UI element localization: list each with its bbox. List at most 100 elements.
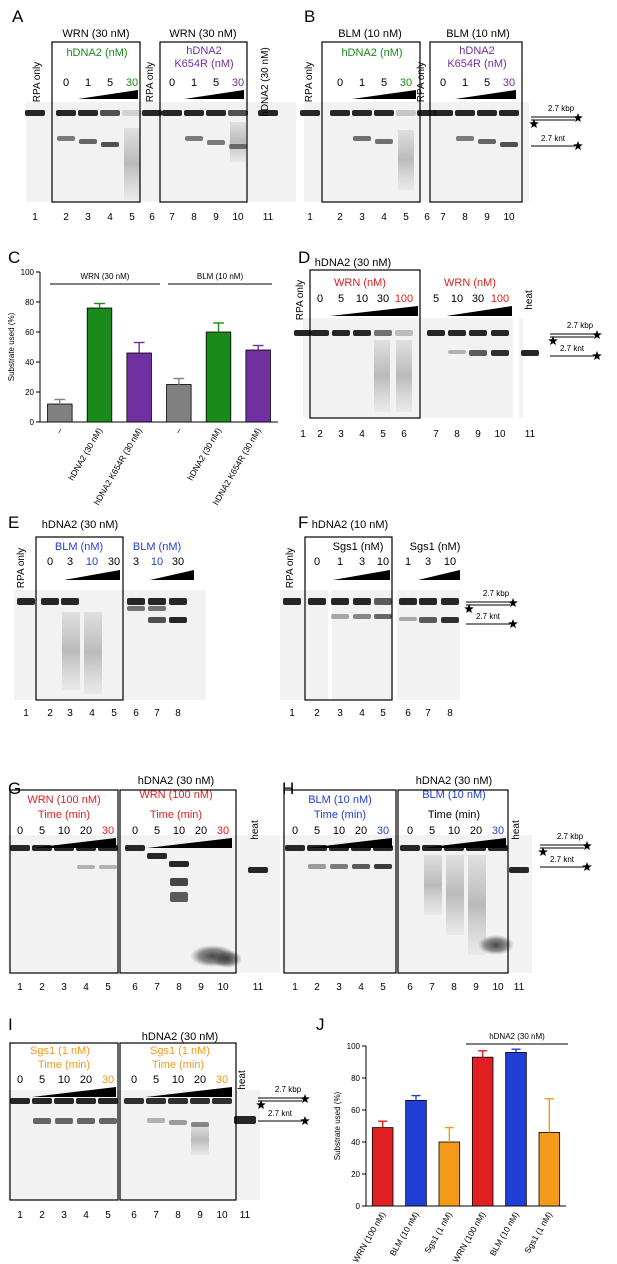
lane-number: 5 (105, 982, 111, 993)
lane-number: 6 (401, 429, 407, 440)
gel-band (330, 864, 348, 869)
time-value: 0 (132, 825, 138, 837)
conc-label: 3 (67, 556, 73, 568)
lane-number: 8 (462, 212, 468, 223)
conc-label: 30 (503, 77, 515, 89)
gel-band (190, 1098, 210, 1104)
conc-label: 1 (462, 77, 468, 89)
lane-number: 6 (407, 982, 413, 993)
gel-band (146, 1098, 166, 1104)
lane-number: 1 (17, 1210, 23, 1221)
gel-band (294, 330, 312, 336)
panel-letter-J: J (316, 1015, 325, 1034)
gel-band (212, 1098, 232, 1104)
hdna2-label: hDNA2 (nM) (66, 47, 127, 59)
legend-knt-label: 2.7 knt (268, 1109, 293, 1118)
lane-number: 3 (85, 212, 91, 223)
gel-band (456, 136, 474, 141)
label-star-icon (592, 330, 602, 339)
gel-band (353, 614, 371, 619)
lane-number: 8 (454, 429, 460, 440)
gel-band (248, 867, 268, 873)
gel-band (478, 139, 496, 144)
panel-letter-G: G (8, 779, 21, 798)
time-value: 30 (216, 1074, 228, 1086)
legend-knt-label: 2.7 knt (560, 344, 585, 353)
lane-header: RPA only (32, 62, 43, 102)
y-tick-label: 100 (347, 1042, 361, 1051)
gel-box (304, 536, 393, 701)
gel-band (499, 110, 519, 116)
lane-number: 5 (380, 708, 386, 719)
gel-smear (84, 612, 102, 694)
x-tick-label: BLM (10 nM) (488, 1210, 521, 1258)
conc-label: 10 (377, 556, 389, 568)
gradient-wedge (446, 306, 512, 316)
gel-image (304, 102, 529, 202)
gel-smear (230, 122, 246, 162)
y-tick-label: 60 (25, 328, 34, 337)
lane-number: 1 (300, 429, 306, 440)
group-label: WRN (30 nM) (169, 28, 236, 40)
group-label: WRN (30 nM) (62, 28, 129, 40)
lane-header: RPA only (416, 62, 427, 102)
time-value: 20 (194, 1074, 206, 1086)
gel-band (469, 350, 487, 356)
x-tick-label: hDNA2 (30 nM) (185, 426, 223, 482)
time-value: 5 (314, 825, 320, 837)
lane-number: 4 (89, 708, 95, 719)
y-tick-label: 60 (351, 1106, 360, 1115)
gel-band (99, 1118, 117, 1124)
bar (47, 403, 73, 423)
y-tick-label: 100 (21, 268, 35, 277)
lane-number: 6 (149, 212, 155, 223)
gel-band (57, 136, 75, 141)
gel-band (184, 110, 204, 116)
x-tick-label: – (54, 426, 65, 435)
lane-number: 7 (169, 212, 175, 223)
lane-number: 10 (232, 212, 244, 223)
label-star-icon (256, 1100, 266, 1109)
lane-number: 8 (175, 708, 181, 719)
lane-number: 3 (338, 429, 344, 440)
gel-band (169, 617, 187, 623)
lane-number: 3 (61, 1210, 67, 1221)
conc-label: 30 (108, 556, 120, 568)
group-label: BLM (10 nM) (446, 28, 510, 40)
lane-number: 5 (111, 708, 117, 719)
time-value: 10 (172, 1074, 184, 1086)
lane-number: 9 (473, 982, 479, 993)
group-label: hDNA2 (30 nM) (142, 1031, 218, 1043)
lane-number: 9 (484, 212, 490, 223)
gel-smear (424, 855, 442, 915)
conc-label: 10 (444, 556, 456, 568)
gel-band (170, 878, 188, 886)
lane-number: 9 (475, 429, 481, 440)
blm-label: BLM (10 nM) (308, 794, 372, 806)
gel-band (229, 144, 247, 149)
lane-number: 5 (380, 982, 386, 993)
label-star-icon (529, 119, 539, 128)
gel-band (125, 845, 145, 851)
gel-smear (468, 855, 486, 955)
gel-band (41, 598, 59, 605)
gel-band (427, 330, 445, 336)
gel-band (433, 110, 453, 116)
time-value: 30 (102, 1074, 114, 1086)
lane-number: 6 (424, 212, 430, 223)
gel-band (101, 142, 119, 147)
gel-smear (374, 340, 390, 412)
conc-label: 1 (405, 556, 411, 568)
lane-number: 9 (198, 982, 204, 993)
conc-label: 1 (359, 77, 365, 89)
gel-smear (478, 935, 514, 955)
lane-number: 4 (359, 708, 365, 719)
gel-box (35, 536, 124, 701)
time-label: Time (min) (38, 809, 90, 821)
label-star-icon (573, 113, 583, 122)
panel-letter-A: A (12, 7, 24, 26)
gel-band (206, 110, 226, 116)
gel-band (76, 1098, 96, 1104)
lane-number: 10 (216, 1210, 228, 1221)
lane-number: 11 (525, 429, 536, 440)
